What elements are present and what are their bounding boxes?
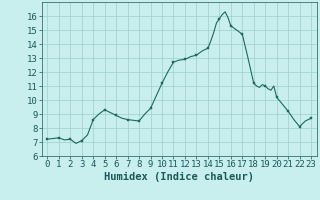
X-axis label: Humidex (Indice chaleur): Humidex (Indice chaleur) <box>104 172 254 182</box>
